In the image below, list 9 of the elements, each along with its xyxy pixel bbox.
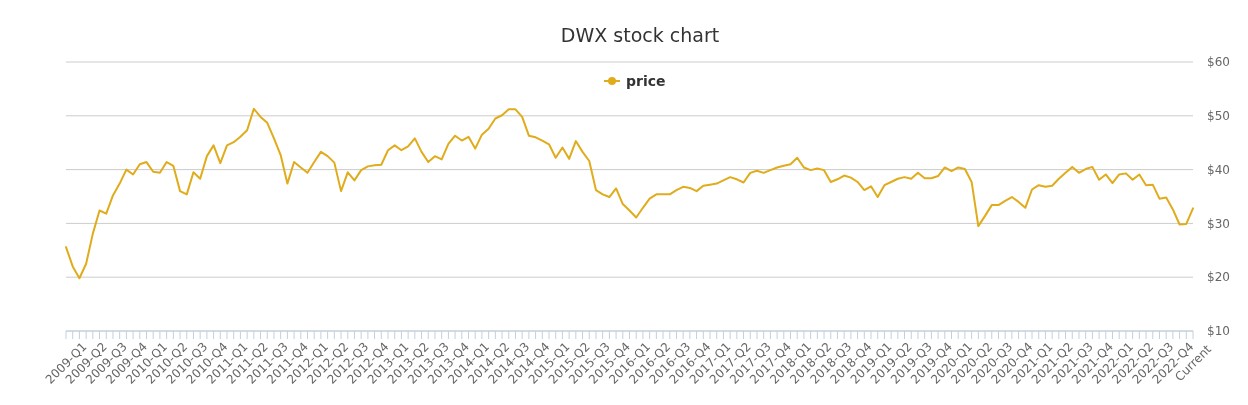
y-tick-label: $40 xyxy=(1207,162,1230,177)
chart-title: DWX stock chart xyxy=(560,24,720,46)
legend-label: price xyxy=(626,72,666,89)
y-tick-label: $60 xyxy=(1207,55,1230,70)
y-tick-label: $10 xyxy=(1207,324,1230,339)
y-tick-label: $50 xyxy=(1207,109,1230,123)
y-tick-label: $20 xyxy=(1207,270,1230,285)
line-series xyxy=(65,107,1194,280)
y-tick-label: $30 xyxy=(1207,216,1230,231)
